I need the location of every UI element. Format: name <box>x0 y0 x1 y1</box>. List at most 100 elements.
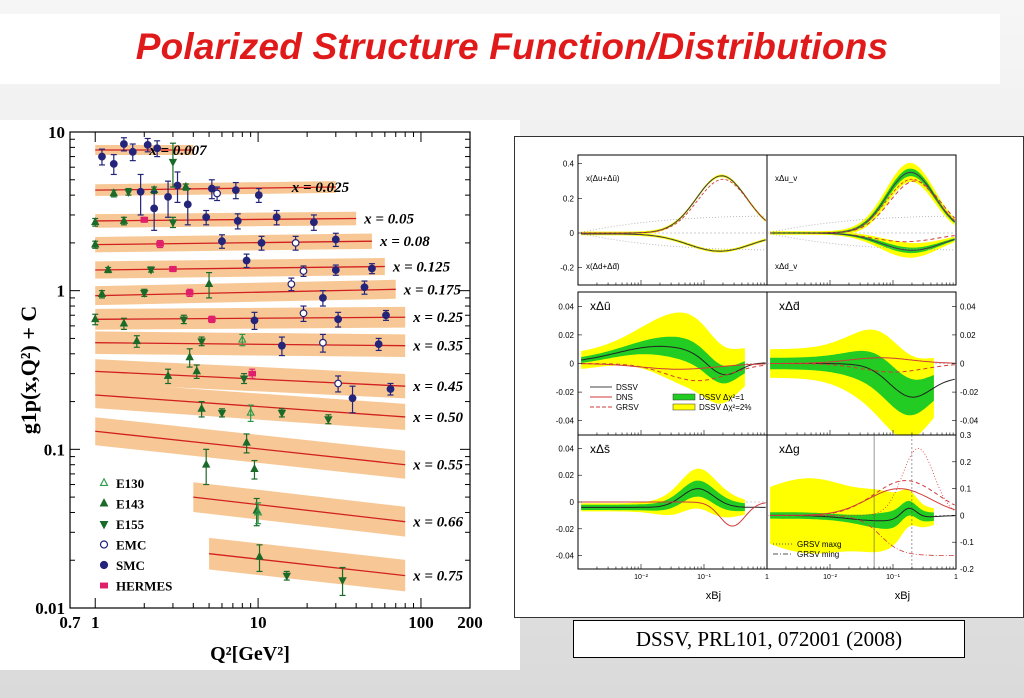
data-point-hermes <box>185 289 194 296</box>
data-point-e155 <box>168 158 178 167</box>
x-tick-label: 1 <box>765 574 769 581</box>
data-point-smc <box>242 256 251 265</box>
data-point-e143 <box>119 215 129 224</box>
legend-label: E155 <box>116 517 145 532</box>
data-point-smc <box>382 311 390 320</box>
grsv-curve <box>770 363 955 373</box>
panel-y-tick-label: 0 <box>570 360 575 369</box>
legend-marker-e130 <box>99 477 109 486</box>
data-point-smc <box>231 186 240 195</box>
legend-label: DNS <box>616 393 633 402</box>
band-label-11: x = 0.55 <box>412 458 463 474</box>
data-point-e155 <box>146 266 156 275</box>
data-point-e155 <box>277 409 287 418</box>
data-point-e155 <box>324 416 333 425</box>
data-point-smc <box>98 152 106 161</box>
grsv-dotted <box>770 233 955 251</box>
legend-label: GRSV ming <box>797 550 839 559</box>
uncertainty-band <box>770 329 934 435</box>
panel-y-tick-label: 0.2 <box>960 458 972 467</box>
panel-y-tick-label: 0.1 <box>960 485 972 494</box>
data-point-emc <box>299 267 308 275</box>
uncertainty-band <box>581 232 766 253</box>
panel-y-tick-label: 0 <box>960 511 965 520</box>
dns-curve <box>770 178 955 234</box>
uncertainty-band-inner <box>770 350 934 416</box>
legend-marker-hermes <box>100 582 108 589</box>
legend-marker-e155 <box>99 521 109 530</box>
uncertainty-band-inner <box>581 336 745 384</box>
panel-label: xΔd̄ <box>779 299 800 313</box>
data-point-e143 <box>132 336 142 345</box>
panel-y-tick-label: -0.2 <box>960 565 974 574</box>
legend-label: E130 <box>116 476 144 491</box>
panel-y-tick-label: 0 <box>570 498 575 507</box>
data-point-e130 <box>238 334 247 343</box>
panel-2: xΔu_v xΔd_v <box>766 154 957 286</box>
data-point-e155 <box>179 316 189 325</box>
band-label-9: x = 0.45 <box>412 379 463 395</box>
panel-y-tick-label: -0.02 <box>556 525 575 534</box>
data-point-smc <box>250 316 259 325</box>
panel-y-tick-label: 0 <box>570 229 575 238</box>
panel-y-tick-label: 0.3 <box>960 431 972 440</box>
title-bar <box>0 14 1000 84</box>
data-point-smc <box>143 140 152 149</box>
data-point-e143 <box>181 181 191 190</box>
panel-label-2: xΔd_v <box>775 262 797 271</box>
panel-4: 0.04 0.02 0 -0.02 -0.04 xΔd̄ <box>766 291 979 436</box>
panel-label: xΔg <box>779 442 800 456</box>
data-point-e143 <box>103 264 113 273</box>
panel-label: xΔū <box>590 299 611 313</box>
data-point-e143 <box>109 188 118 197</box>
data-point-e155 <box>140 289 149 298</box>
legend-label: DSSV Δχ²=1 <box>699 393 745 402</box>
legend-marker-e143 <box>99 498 109 507</box>
x-tick-label: 100 <box>408 613 434 632</box>
panel-y-tick-label: 0.04 <box>558 444 574 453</box>
data-point-e143 <box>163 370 173 379</box>
data-point-smc <box>319 294 327 302</box>
data-point-smc <box>183 200 192 209</box>
data-point-hermes <box>208 316 216 323</box>
data-point-e155 <box>168 219 178 228</box>
dssv-panels: 0.4 0.2 0 -0.2 x(Δu+Δū) x(Δd+Δd̄) xΔu_v xΔd_v 0.… <box>514 136 1024 618</box>
data-point-hermes <box>248 370 257 377</box>
data-point-emc <box>334 379 343 388</box>
legend-label: GRSV <box>616 403 639 412</box>
data-point-e130 <box>246 407 255 416</box>
data-point-emc <box>213 189 221 198</box>
x-tick-label: 10 <box>250 613 267 632</box>
panel-6: 0.3 0.2 0.1 0 -0.1 -0.2 xΔg <box>766 431 974 574</box>
data-point-smc <box>128 147 137 156</box>
data-point-hermes <box>156 241 164 247</box>
panel-y-tick-label: 0.4 <box>563 160 575 169</box>
data-point-e155 <box>124 188 133 197</box>
legend-swatch <box>672 393 696 401</box>
panel-label: xΔs̄ <box>590 442 610 456</box>
data-point-e155 <box>282 572 291 581</box>
data-point-smc <box>348 394 357 403</box>
panel-label-2: x(Δd+Δd̄) <box>586 262 620 271</box>
data-point-e143 <box>242 437 251 446</box>
data-point-emc <box>287 280 296 288</box>
grsv-dotted <box>581 233 766 251</box>
data-point-smc <box>368 264 376 273</box>
grsv-ming-curve <box>770 515 955 556</box>
dns-curve <box>581 501 766 527</box>
data-point-smc <box>202 213 211 222</box>
legend-marker-emc <box>99 540 109 549</box>
data-point-smc <box>233 217 242 225</box>
legend-label: DSSV Δχ²=2% <box>699 403 751 412</box>
band-line-12 <box>193 496 406 523</box>
band-line-8 <box>95 342 406 347</box>
legend-swatch <box>672 403 696 411</box>
data-point-emc <box>319 338 327 347</box>
y-axis-label: g1p(x,Q²) + C <box>16 306 41 435</box>
slide-title: Polarized Structure Function/Distributio… <box>135 26 889 67</box>
band-label-10: x = 0.50 <box>412 410 463 426</box>
data-point-e143 <box>97 289 107 298</box>
data-point-smc <box>331 235 340 244</box>
